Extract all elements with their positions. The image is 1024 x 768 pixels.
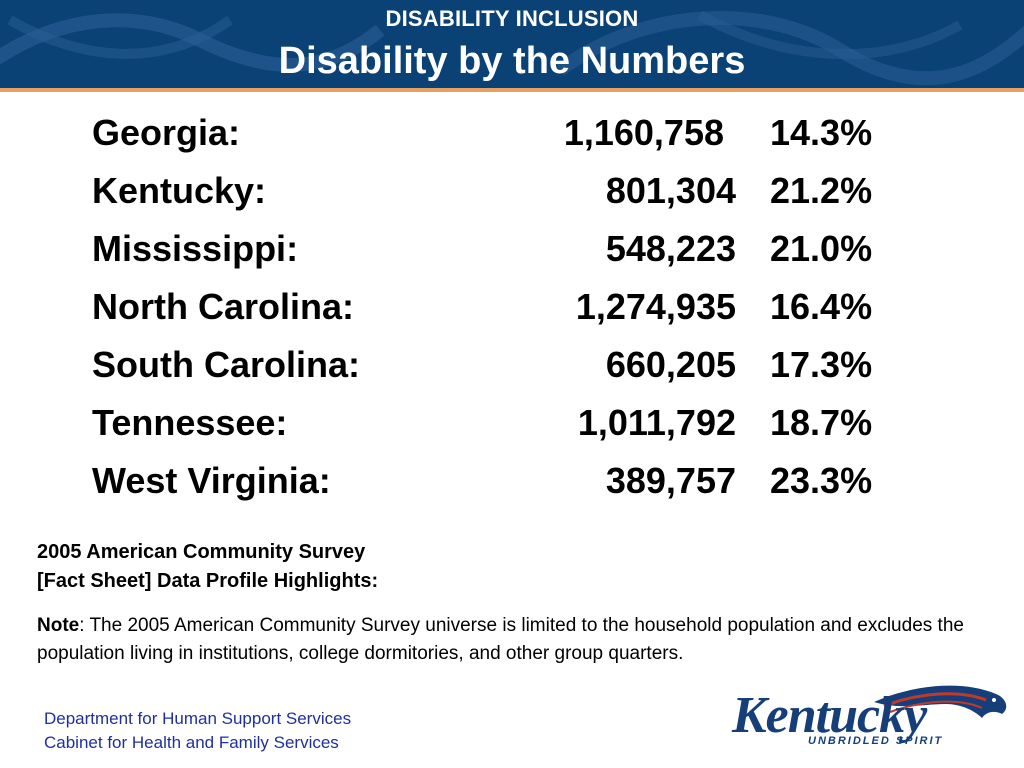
disability-count: 389,757	[605, 460, 736, 501]
disability-stats-table: Georgia: 1,160,758 14.3% Kentucky: 801,3…	[92, 112, 912, 518]
header-kicker: DISABILITY INCLUSION	[385, 6, 639, 31]
state-name: Kentucky:	[92, 170, 267, 211]
disability-count: 1,160,758	[563, 112, 724, 153]
table-row: Georgia: 1,160,758 14.3%	[92, 112, 912, 170]
disability-percent: 23.3%	[770, 460, 873, 501]
page-title: Disability by the Numbers	[278, 40, 746, 82]
disability-count: 801,304	[605, 170, 736, 211]
disability-percent: 21.0%	[770, 228, 873, 269]
disability-count: 1,274,935	[575, 286, 736, 327]
state-name: North Carolina:	[92, 286, 355, 327]
logo-wordmark: Kentucky	[732, 687, 927, 744]
disability-count: 1,011,792	[577, 402, 736, 443]
decorative-swirl-pattern	[0, 10, 1024, 86]
source-citation: 2005 American Community Survey [Fact She…	[37, 538, 378, 596]
kentucky-logo: Kentucky UNBRIDLED SPIRIT	[724, 680, 1016, 756]
department-footer: Department for Human Support Services Ca…	[44, 707, 351, 755]
note-label: Note	[37, 615, 80, 636]
logo-tagline: UNBRIDLED SPIRIT	[808, 735, 944, 747]
slide-header: DISABILITY INCLUSION Disability by the N…	[0, 0, 1024, 88]
department-name: Department for Human Support Services	[44, 709, 352, 728]
state-name: West Virginia:	[92, 460, 331, 501]
state-name: South Carolina:	[92, 344, 360, 385]
disability-percent: 17.3%	[770, 344, 873, 385]
horse-head-icon	[874, 685, 1007, 718]
note-text: : The 2005 American Community Survey uni…	[37, 615, 964, 664]
note-paragraph: Note: The 2005 American Community Survey…	[37, 612, 1017, 668]
disability-count: 660,205	[605, 344, 736, 385]
disability-count: 548,223	[605, 228, 736, 269]
table-row: Kentucky: 801,304 21.2%	[92, 170, 912, 228]
header-accent-line	[0, 88, 1024, 92]
table-row: South Carolina: 660,205 17.3%	[92, 344, 912, 402]
disability-percent: 16.4%	[770, 286, 873, 327]
state-name: Georgia:	[92, 112, 241, 153]
disability-percent: 14.3%	[770, 112, 873, 153]
state-name: Tennessee:	[92, 402, 288, 443]
source-line-2: [Fact Sheet] Data Profile Highlights:	[37, 570, 379, 592]
cabinet-name: Cabinet for Health and Family Services	[44, 733, 339, 752]
table-row: West Virginia: 389,757 23.3%	[92, 460, 912, 518]
source-line-1: 2005 American Community Survey	[37, 541, 366, 563]
table-row: Mississippi: 548,223 21.0%	[92, 228, 912, 286]
disability-percent: 21.2%	[770, 170, 873, 211]
state-name: Mississippi:	[92, 228, 299, 269]
table-row: North Carolina: 1,274,935 16.4%	[92, 286, 912, 344]
disability-percent: 18.7%	[770, 402, 873, 443]
table-row: Tennessee: 1,011,792 18.7%	[92, 402, 912, 460]
